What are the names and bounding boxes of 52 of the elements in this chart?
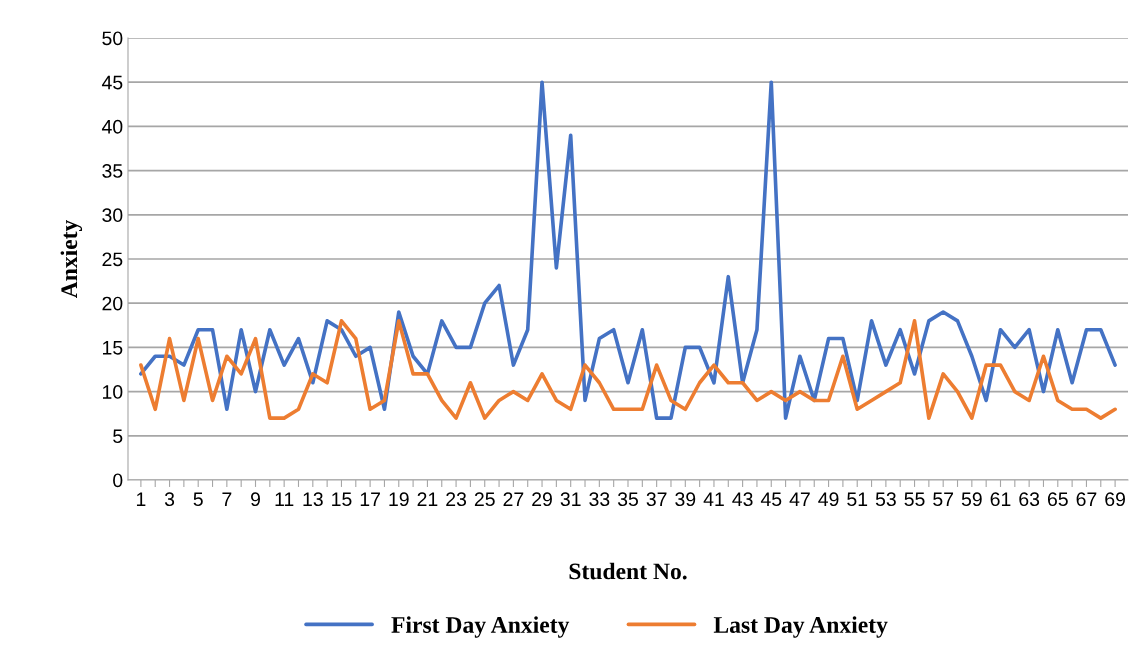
x-tick-label: 35	[617, 492, 638, 507]
x-tick-label: 49	[818, 492, 839, 507]
x-tick-label: 15	[332, 492, 352, 507]
x-tick-label: 27	[503, 492, 524, 506]
x-tick-label: 41	[703, 492, 724, 506]
x-tick-label: 63	[1019, 492, 1040, 507]
x-tick-label: 3	[164, 492, 175, 507]
x-tick-label: 13	[303, 492, 323, 507]
legend-label: First Day Anxiety	[391, 616, 570, 638]
x-tick-label: 5	[193, 492, 203, 507]
y-tick-label: 5	[113, 429, 123, 444]
x-axis-title: Student No.	[569, 562, 687, 580]
x-tick-label: 29	[532, 492, 552, 507]
y-tick-label: 20	[102, 296, 123, 311]
x-tick-label: 65	[1047, 492, 1068, 507]
y-tick-label: 40	[101, 119, 123, 134]
y-tick-label: 35	[102, 164, 123, 178]
x-tick-label: 45	[760, 492, 782, 507]
x-tick-label: 39	[675, 492, 696, 507]
y-axis-title: Anxiety	[60, 219, 83, 299]
x-tick-label: 31	[560, 492, 581, 507]
x-tick-label: 7	[222, 492, 232, 506]
x-tick-label: 19	[389, 492, 409, 507]
y-tick-label: 50	[102, 31, 123, 46]
x-tick-label: 17	[360, 492, 380, 506]
x-tick-label: 57	[933, 492, 954, 507]
line-series	[139, 80, 1117, 420]
y-tick-label: 15	[103, 341, 123, 355]
x-tick-label: 11	[275, 492, 294, 506]
x-tick-label: 25	[474, 492, 495, 507]
x-tick-label: 1	[136, 492, 146, 506]
x-tick-label: 51	[847, 492, 868, 507]
y-tick-label: 0	[113, 473, 123, 488]
x-tick-label: 23	[446, 492, 467, 507]
y-tick-label: 10	[103, 385, 123, 399]
x-tick-label: 9	[251, 492, 260, 507]
x-tick-label: 55	[904, 492, 925, 507]
y-tick-label: 25	[102, 252, 123, 267]
legend-label: Last Day Anxiety	[713, 616, 888, 638]
x-tick-label: 67	[1076, 492, 1097, 507]
x-tick-label: 61	[990, 492, 1011, 507]
x-tick-label: 53	[875, 492, 896, 507]
x-tick-label: 47	[789, 492, 810, 506]
line-series	[139, 319, 1117, 420]
x-tick-label: 37	[646, 492, 667, 507]
y-tick-label: 45	[101, 75, 123, 90]
x-tick-label: 33	[589, 492, 610, 507]
x-tick-label: 21	[417, 492, 438, 506]
y-tick-label: 30	[102, 208, 123, 223]
x-tick-label: 69	[1105, 492, 1125, 507]
x-tick-label: 59	[961, 492, 982, 507]
x-tick-label: 43	[732, 492, 753, 507]
